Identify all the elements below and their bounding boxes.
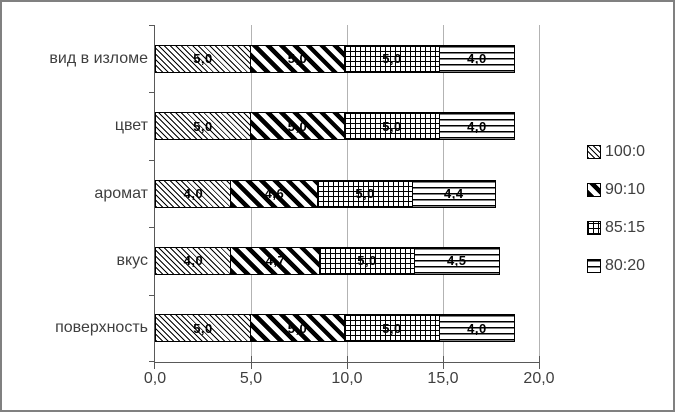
bar-segment-label: 5,0 bbox=[355, 186, 375, 201]
bar-segment: 4,0 bbox=[438, 44, 516, 73]
category-label: вид в изломе bbox=[49, 49, 148, 67]
legend-swatch-icon bbox=[587, 221, 601, 235]
legend-label: 100:0 bbox=[605, 143, 646, 160]
bar-segment-label: 5,0 bbox=[382, 118, 402, 134]
x-axis-tick bbox=[442, 356, 444, 369]
legend-swatch-icon bbox=[587, 259, 601, 273]
legend-label: 85:15 bbox=[605, 219, 646, 236]
bar-segment-label: 5,0 bbox=[193, 118, 213, 134]
bar-segment: 5,0 bbox=[249, 44, 346, 73]
bar-segment: 5,0 bbox=[155, 44, 251, 73]
x-axis-tick bbox=[346, 356, 348, 369]
legend: 100:0 90:10 85:15 80:20 bbox=[587, 133, 645, 285]
category-label: цвет bbox=[114, 117, 148, 135]
y-axis-tick bbox=[149, 361, 155, 362]
bar-segment: 4,4 bbox=[411, 179, 497, 208]
plot-area: 5,0 5,0 5,0 4,0 5,0 5,0 5,0 4,0 4,0 4,6 5,0 4,4 4,0 4… bbox=[149, 25, 540, 369]
bar-segment-label: 5,0 bbox=[287, 320, 308, 336]
bar-segment-label: 4,0 bbox=[467, 320, 487, 336]
x-axis-tick bbox=[154, 356, 155, 369]
legend-item: 100:0 bbox=[587, 133, 645, 171]
x-tick-label: 0,0 bbox=[143, 370, 167, 387]
legend-swatch-icon bbox=[587, 145, 601, 159]
bar-segment-label: 5,0 bbox=[357, 253, 377, 269]
category-label: аромат bbox=[94, 184, 148, 202]
x-tick-label: 10,0 bbox=[331, 370, 363, 387]
bar-segment-label: 4,5 bbox=[446, 253, 467, 269]
bar-segment-label: 5,0 bbox=[193, 320, 213, 336]
y-axis-tick bbox=[149, 160, 155, 161]
bar-segment: 5,0 bbox=[344, 314, 440, 343]
bar-segment: 5,0 bbox=[319, 246, 416, 275]
bar-segment: 5,0 bbox=[344, 112, 440, 141]
bar-segment-label: 5,0 bbox=[287, 118, 308, 134]
bar-row: 4,0 4,6 5,0 4,4 bbox=[155, 179, 497, 208]
bar-segment-label: 5,0 bbox=[382, 51, 402, 67]
legend-swatch-icon bbox=[587, 183, 601, 197]
x-axis-tick bbox=[538, 356, 540, 369]
y-axis-tick bbox=[149, 92, 155, 93]
bar-segment: 4,0 bbox=[438, 112, 516, 141]
bar-segment: 4,0 bbox=[438, 314, 516, 343]
bar-segment-label: 5,0 bbox=[287, 51, 308, 67]
x-axis-tick bbox=[250, 356, 252, 369]
legend-label: 80:20 bbox=[605, 257, 646, 274]
bar-segment: 4,7 bbox=[230, 246, 321, 275]
x-tick-label: 20,0 bbox=[523, 370, 555, 387]
bar-segment: 5,0 bbox=[317, 179, 414, 208]
gridline bbox=[538, 25, 540, 362]
y-axis-tick bbox=[149, 227, 155, 228]
bar-segment: 4,0 bbox=[155, 246, 232, 275]
bar-segment: 5,0 bbox=[249, 112, 346, 141]
legend-label: 90:10 bbox=[605, 181, 646, 198]
bar-segment-label: 4,4 bbox=[444, 186, 464, 201]
bar-segment-label: 4,7 bbox=[265, 253, 286, 269]
y-axis-line bbox=[154, 25, 155, 362]
bar-segment-label: 5,0 bbox=[193, 51, 213, 67]
bar-segment: 5,0 bbox=[249, 314, 346, 343]
x-tick-label: 15,0 bbox=[427, 370, 459, 387]
legend-item: 80:20 bbox=[587, 247, 645, 285]
bar-segment-label: 4,6 bbox=[264, 186, 285, 201]
legend-item: 85:15 bbox=[587, 209, 645, 247]
bar-segment: 5,0 bbox=[155, 314, 251, 343]
bar-segment-label: 4,0 bbox=[467, 118, 487, 134]
bar-segment: 4,0 bbox=[155, 179, 232, 208]
y-axis-tick bbox=[149, 25, 155, 26]
bar-segment-label: 4,0 bbox=[467, 51, 487, 67]
bar-segment-label: 4,0 bbox=[183, 186, 204, 201]
bar-segment-label: 4,0 bbox=[183, 253, 204, 269]
bar-segment: 5,0 bbox=[344, 44, 440, 73]
legend-item: 90:10 bbox=[587, 171, 645, 209]
bar-segment: 5,0 bbox=[155, 112, 251, 141]
y-axis-tick bbox=[149, 295, 155, 296]
bar-segment: 4,6 bbox=[230, 179, 319, 208]
bar-segment: 4,5 bbox=[413, 246, 500, 275]
bar-row: 5,0 5,0 5,0 4,0 bbox=[155, 314, 516, 343]
category-label: поверхность bbox=[55, 319, 148, 337]
bar-row: 5,0 5,0 5,0 4,0 bbox=[155, 44, 516, 73]
x-tick-label: 5,0 bbox=[239, 370, 263, 387]
bar-row: 5,0 5,0 5,0 4,0 bbox=[155, 112, 516, 141]
bar-segment-label: 5,0 bbox=[382, 320, 402, 336]
category-label: вкус bbox=[116, 251, 149, 269]
bar-row: 4,0 4,7 5,0 4,5 bbox=[155, 246, 500, 275]
